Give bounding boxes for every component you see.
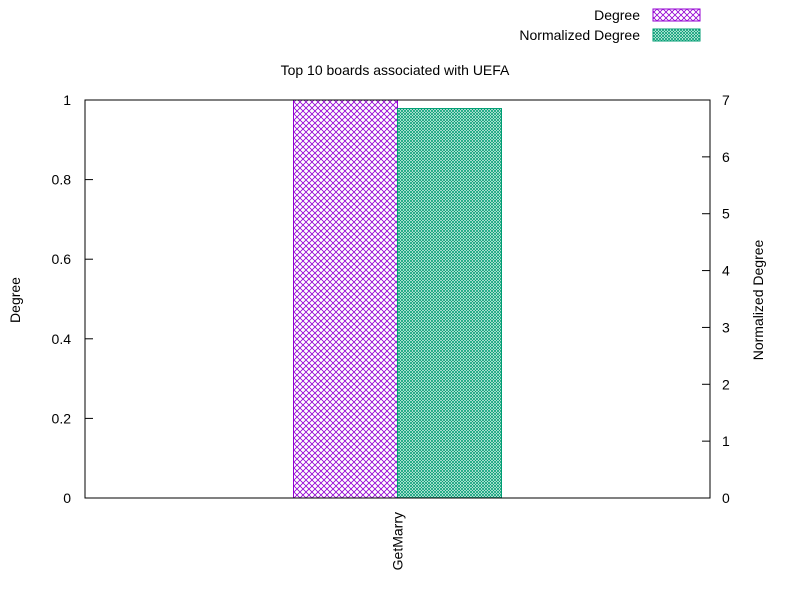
y-tick-label: 1 bbox=[63, 92, 71, 108]
bar-normalized-degree bbox=[397, 108, 502, 499]
y-tick-label: 0.4 bbox=[52, 331, 72, 347]
legend-swatch-normalized-degree bbox=[652, 28, 701, 42]
plot-frame bbox=[84, 99, 711, 499]
bars bbox=[293, 99, 502, 499]
legend-swatch-degree bbox=[652, 8, 701, 22]
y-tick-label: 0.6 bbox=[52, 251, 72, 267]
x-tick-label: GetMarry bbox=[390, 512, 406, 570]
y-tick-label: 0.2 bbox=[52, 410, 72, 426]
legend-label-degree: Degree bbox=[594, 7, 640, 23]
y2-axis-label: Normalized Degree bbox=[750, 239, 766, 360]
y2-tick-label: 5 bbox=[722, 206, 730, 222]
y-axis-label: Degree bbox=[7, 277, 23, 323]
legend-label-normalized-degree: Normalized Degree bbox=[519, 27, 640, 43]
y2-tick-label: 4 bbox=[722, 263, 730, 279]
legend: Degree Normalized Degree bbox=[519, 7, 701, 43]
y2-tick-label: 1 bbox=[722, 433, 730, 449]
chart-title: Top 10 boards associated with UEFA bbox=[281, 62, 510, 78]
bar-degree bbox=[293, 99, 398, 499]
y-tick-label: 0.8 bbox=[52, 172, 72, 188]
y2-tick-label: 6 bbox=[722, 149, 730, 165]
y-tick-label: 0 bbox=[63, 490, 71, 506]
y2-tick-label: 7 bbox=[722, 92, 730, 108]
y2-tick-label: 0 bbox=[722, 490, 730, 506]
y2-tick-label: 2 bbox=[722, 376, 730, 392]
y2-tick-label: 3 bbox=[722, 319, 730, 335]
